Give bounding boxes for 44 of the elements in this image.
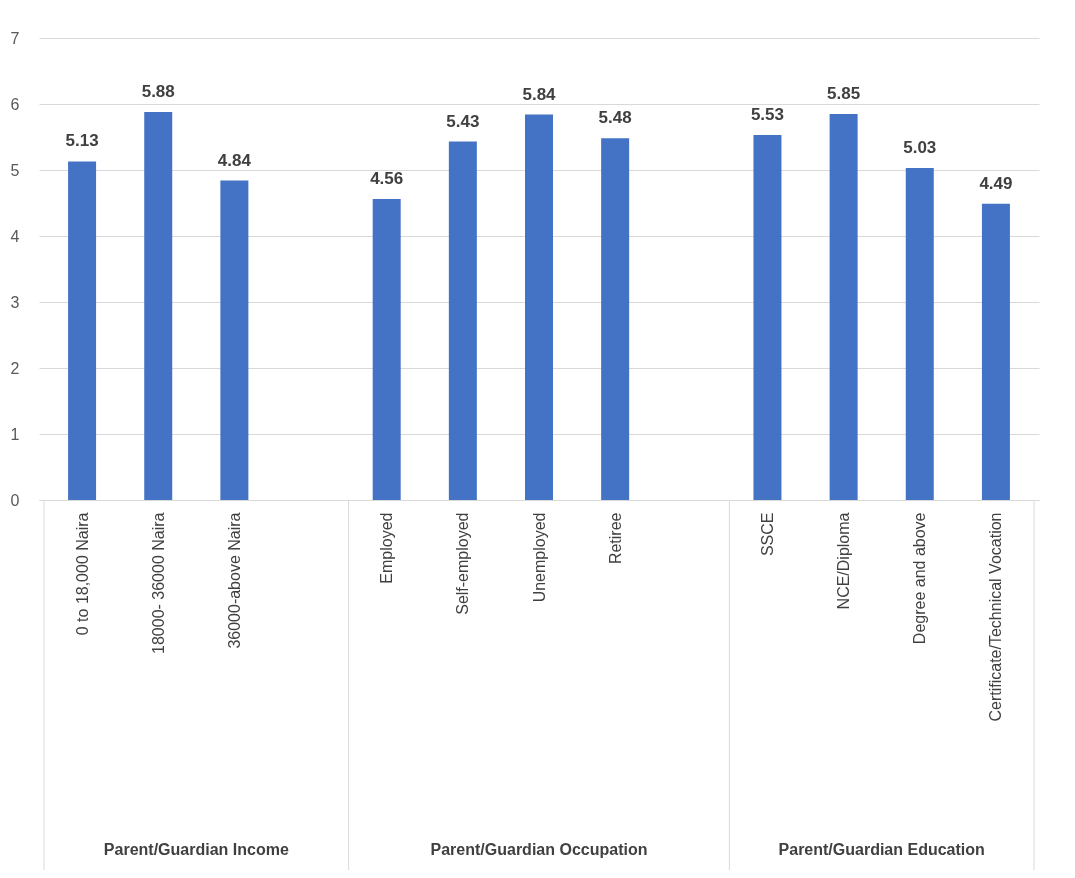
data-label: 5.88	[141, 81, 175, 101]
data-label: 5.53	[750, 105, 785, 125]
bar	[525, 114, 553, 500]
x-tick-label: 36000-above Naira	[225, 512, 243, 649]
y-tick-label: 7	[10, 29, 20, 47]
y-tick-label: 1	[10, 425, 20, 443]
bar	[448, 141, 477, 500]
x-tick-label: SSCE	[758, 512, 776, 557]
data-label: 4.49	[979, 173, 1013, 193]
y-tick-label: 5	[10, 161, 20, 179]
text: Parent/Guardian Income	[103, 841, 289, 858]
x-tick-label: Degree and above	[911, 512, 929, 645]
y-tick-label: 6	[10, 95, 20, 113]
y-tick-label: 2	[10, 359, 20, 377]
y-tick-label: 0	[10, 491, 20, 509]
bar	[981, 203, 1010, 500]
text: Parent/Guardian Occupation	[430, 841, 648, 858]
bar	[372, 199, 401, 500]
data-label: 5.13	[65, 131, 99, 151]
bar	[144, 111, 173, 500]
x-tick-label: Retiree	[606, 512, 624, 565]
data-label: 5.03	[903, 138, 937, 158]
text: Parent/Guardian Education	[778, 841, 985, 858]
x-tick-label: Employed	[378, 512, 396, 584]
data-label: 4.56	[370, 169, 404, 189]
bar	[68, 161, 97, 500]
x-tick-label: Self-employed	[454, 512, 472, 615]
data-label: 5.84	[522, 84, 557, 104]
y-tick-label: 3	[10, 293, 20, 311]
data-label: 5.48	[598, 108, 632, 128]
x-tick-label: NCE/Diploma	[835, 512, 853, 610]
data-label: 5.43	[446, 111, 480, 131]
bar	[905, 168, 934, 500]
data-label: 4.84	[217, 150, 252, 170]
data-label: 5.85	[827, 83, 861, 103]
x-tick-label: 18000- 36000 Naira	[149, 512, 167, 654]
y-tick-label: 4	[10, 227, 20, 245]
bar	[220, 180, 249, 500]
bar	[829, 113, 858, 500]
x-tick-label: 0 to 18,000 Naira	[73, 512, 91, 636]
bar	[753, 135, 782, 500]
x-tick-label: Certificate/Technical Vocation	[987, 512, 1005, 722]
bar	[601, 138, 630, 500]
x-tick-label: Unemployed	[530, 512, 548, 603]
